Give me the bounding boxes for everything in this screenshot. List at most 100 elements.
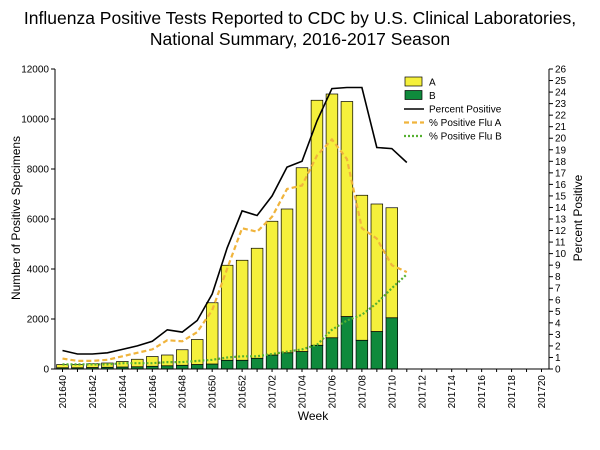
legend-label: B [429, 91, 436, 102]
bar-a-201646 [146, 356, 159, 367]
x-tick-label: 201646 [148, 375, 159, 409]
bar-a-201640 [56, 364, 69, 369]
x-tick-label: 201718 [507, 375, 518, 409]
y-tick-label: 0 [43, 365, 49, 376]
y2-tick-label: 14 [555, 203, 567, 214]
y2-tick-label: 20 [555, 134, 567, 145]
y2-tick-label: 1 [555, 353, 561, 364]
bar-a-201708 [355, 194, 369, 341]
x-tick-label: 201704 [298, 375, 309, 409]
bar-b-201708 [355, 339, 369, 370]
y2-tick-label: 26 [555, 65, 567, 76]
bar-a-201641 [71, 364, 84, 369]
y2-axis-label: Percent Positive [571, 174, 585, 261]
axes-group: 0200040006000800010000120000123456789101… [21, 65, 566, 409]
bar-a-201650 [205, 302, 219, 365]
y2-tick-label: 17 [555, 168, 567, 179]
y2-tick-label: 11 [555, 238, 566, 249]
y2-tick-label: 12 [555, 226, 567, 237]
bars-group [56, 93, 399, 370]
y2-tick-label: 9 [555, 261, 561, 272]
x-tick-label: 201648 [178, 375, 189, 409]
y-tick-label: 10000 [21, 115, 49, 126]
y2-tick-label: 21 [555, 122, 567, 133]
legend-label: % Positive Flu A [429, 118, 502, 129]
bar-a-201651 [220, 264, 234, 361]
y-tick-label: 2000 [27, 315, 50, 326]
bar-a-201704 [295, 167, 309, 352]
bar-b-201648 [176, 364, 189, 370]
bar-b-201705 [310, 344, 324, 370]
y-tick-label: 12000 [21, 65, 49, 76]
x-tick-label: 201716 [477, 375, 488, 409]
y2-tick-label: 8 [555, 272, 561, 283]
line-percent-positive [62, 86, 408, 355]
x-tick-label: 201720 [537, 375, 548, 409]
legend-label: Percent Positive [429, 105, 502, 116]
bar-a-201652 [235, 259, 249, 361]
y2-tick-label: 16 [555, 180, 567, 191]
legend: AB Percent Positive % Positive Flu A % Posi… [404, 76, 502, 143]
x-tick-label: 201644 [118, 375, 129, 409]
bar-b-201701 [250, 357, 264, 370]
y2-tick-label: 2 [555, 341, 561, 352]
y-axis-label: Number of Positive Specimens [9, 136, 23, 300]
chart-title-line-2: National Summary, 2016-2017 Season [149, 29, 451, 49]
x-tick-label: 201708 [357, 375, 368, 409]
bar-a-201649 [191, 339, 204, 365]
bar-b-201709 [370, 331, 384, 370]
bar-a-201707 [340, 101, 354, 317]
y2-tick-label: 7 [555, 284, 561, 295]
bar-a-201705 [310, 99, 324, 346]
bar-a-201647 [161, 354, 174, 367]
bar-b-201706 [325, 337, 339, 370]
x-tick-label: 201706 [327, 375, 338, 409]
bar-b-201652 [235, 359, 249, 370]
x-tick-label: 201702 [268, 375, 279, 409]
y2-tick-label: 5 [555, 307, 561, 318]
x-tick-label: 201714 [447, 375, 458, 409]
y2-tick-label: 25 [555, 76, 567, 87]
line-pct-flu-b [62, 273, 408, 366]
bar-a-201706 [325, 93, 339, 339]
y2-tick-label: 3 [555, 330, 561, 341]
y2-tick-label: 19 [555, 145, 567, 156]
y2-tick-label: 18 [555, 157, 567, 168]
x-tick-label: 201640 [58, 375, 69, 409]
y-tick-label: 4000 [27, 265, 50, 276]
y-tick-label: 6000 [27, 215, 50, 226]
bar-b-201651 [220, 359, 234, 370]
bar-b-201702 [265, 354, 279, 370]
y2-tick-label: 4 [555, 318, 561, 329]
bar-a-201710 [385, 207, 399, 319]
bar-a-201702 [265, 220, 279, 356]
y2-tick-label: 6 [555, 295, 561, 306]
bar-a-201644 [116, 361, 129, 368]
y2-tick-label: 24 [555, 88, 567, 99]
bar-a-201703 [280, 208, 294, 354]
y2-tick-label: 13 [555, 215, 567, 226]
chart-title-line-1: Influenza Positive Tests Reported to CDC… [23, 8, 577, 28]
y2-tick-label: 10 [555, 249, 567, 260]
legend-label: A [429, 78, 436, 89]
x-axis-label: Week [298, 409, 329, 423]
y2-tick-label: 23 [555, 99, 567, 110]
bar-b-201703 [280, 352, 294, 370]
bar-a-201709 [370, 203, 384, 332]
bar-a-201645 [131, 358, 144, 368]
x-tick-label: 201710 [387, 375, 398, 409]
x-tick-label: 201652 [238, 375, 249, 409]
bar-b-201707 [340, 316, 354, 370]
bar-b-201649 [191, 364, 204, 370]
legend-swatch-a [404, 76, 423, 87]
y2-tick-label: 22 [555, 111, 567, 122]
y2-tick-label: 15 [555, 191, 567, 202]
bar-b-201704 [295, 351, 309, 370]
bar-b-201710 [385, 317, 399, 370]
y-tick-label: 8000 [27, 165, 50, 176]
bar-a-201701 [250, 247, 264, 359]
bar-a-201648 [176, 349, 189, 366]
bar-b-201650 [205, 363, 219, 370]
x-tick-label: 201650 [208, 375, 219, 409]
